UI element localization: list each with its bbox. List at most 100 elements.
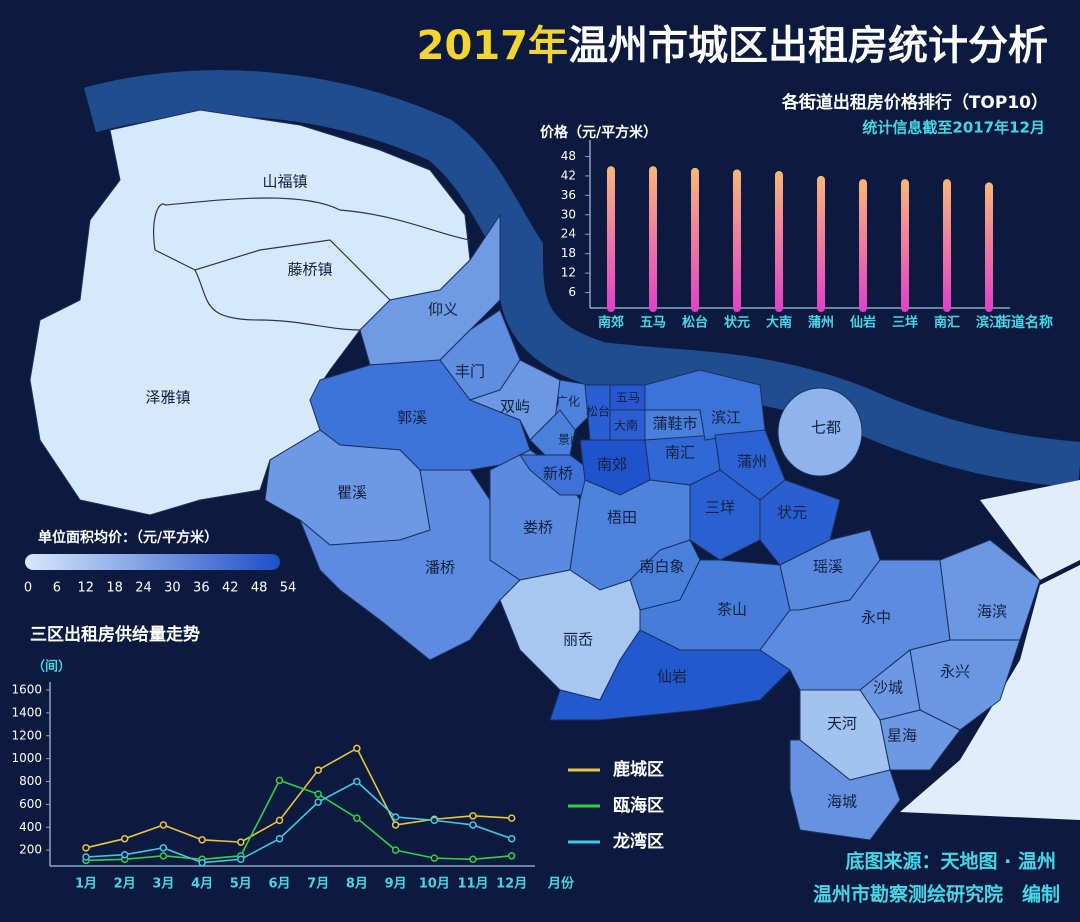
point	[120, 834, 129, 843]
district	[939, 539, 1041, 641]
x-tick-label: 滨江	[976, 315, 1002, 331]
x-tick-label: 蒲州	[808, 315, 834, 331]
x-tick-label: 11月	[457, 877, 488, 892]
line-y-label: （间）	[32, 659, 71, 675]
district-label: 天河	[827, 715, 857, 733]
district-label: 蒲鞋市	[652, 415, 697, 433]
point	[159, 844, 168, 852]
point	[314, 790, 322, 798]
title-text: 温州市城区出租房统计分析	[568, 23, 1048, 69]
scale-tick-label: 24	[135, 581, 152, 596]
y-tick-label: 400	[19, 820, 42, 834]
district-label: 双屿	[500, 398, 530, 416]
point	[82, 844, 90, 852]
series-line	[85, 747, 512, 849]
series-line	[85, 779, 512, 862]
district-label: 仙岩	[657, 668, 687, 686]
point	[430, 854, 439, 862]
bar	[859, 179, 867, 312]
point	[507, 852, 516, 860]
point	[314, 766, 322, 774]
bar	[943, 179, 951, 312]
point	[159, 821, 168, 829]
y-tick-label: 1400	[11, 705, 42, 719]
district-label: 丽岙	[563, 631, 593, 649]
scale-tick-label: 18	[106, 581, 123, 596]
land-east	[900, 480, 1080, 820]
district-label: 海城	[827, 793, 857, 811]
point	[120, 850, 129, 859]
source-line: 底图来源：天地图 · 温州	[846, 850, 1056, 873]
district-label: 新桥	[543, 465, 573, 483]
x-tick-label: 3月	[152, 877, 174, 892]
bar-title: 各街道出租房价格排行（TOP10）	[781, 92, 1048, 113]
source-line: 温州市勘察测绘研究院 编制	[813, 883, 1060, 906]
bar	[733, 169, 741, 312]
x-tick-label: 8月	[346, 877, 368, 892]
y-tick-label: 200	[19, 843, 42, 857]
series-line	[85, 780, 512, 864]
point	[507, 834, 516, 843]
x-tick-label: 1月	[75, 877, 97, 892]
scale-tick-label: 12	[78, 581, 95, 596]
bar	[817, 175, 825, 312]
district-label: 丰门	[455, 363, 485, 381]
scale-tick-label: 54	[280, 581, 297, 596]
bar-x-label: 街道名称	[996, 314, 1053, 331]
x-tick-label: 大南	[766, 315, 792, 331]
district-label: 松台	[586, 404, 610, 419]
point	[353, 777, 361, 786]
y-tick-label: 30	[561, 207, 576, 221]
x-tick-label: 5月	[230, 877, 252, 892]
district	[499, 569, 641, 701]
point	[391, 821, 400, 829]
district	[789, 739, 901, 841]
bar	[985, 182, 993, 312]
point	[469, 821, 477, 829]
x-tick-label: 12月	[496, 877, 527, 892]
point	[391, 846, 400, 854]
y-tick-label: 600	[19, 797, 42, 811]
bar	[901, 179, 909, 312]
y-tick-label: 1200	[11, 728, 42, 742]
district-label: 藤桥镇	[287, 261, 332, 279]
district	[549, 629, 791, 721]
district-label: 南白象	[639, 558, 684, 576]
bar	[649, 166, 657, 312]
line-title: 三区出租房供给量走势	[30, 624, 200, 645]
district-label: 瞿溪	[337, 484, 367, 502]
y-tick-label: 18	[561, 246, 576, 260]
district-label: 仰义	[428, 301, 458, 319]
point	[275, 834, 284, 843]
point	[469, 812, 477, 820]
district-label: 星海	[887, 727, 917, 745]
district-label: 景山	[558, 433, 582, 447]
title-year: 2017年	[417, 23, 568, 69]
x-tick-label: 10月	[419, 877, 450, 892]
main-title: 2017年温州市城区出租房统计分析	[417, 23, 1048, 69]
scale-tick-label: 42	[222, 581, 239, 596]
boundary	[154, 239, 391, 301]
scale-tick-label: 6	[53, 581, 61, 596]
point	[237, 855, 245, 864]
point	[198, 836, 206, 844]
district-label: 永中	[861, 609, 891, 627]
map-boundaries	[153, 197, 471, 331]
district-label: 潘桥	[425, 559, 455, 577]
district-label: 三垟	[705, 499, 735, 517]
district	[529, 409, 576, 456]
bar-y-label: 价格（元/平方米）	[540, 124, 657, 141]
river	[83, 70, 1080, 488]
x-tick-label: 三垟	[892, 315, 918, 331]
point	[159, 852, 168, 860]
legend-label: 瓯海区	[613, 795, 664, 816]
district-label: 滨江	[711, 409, 741, 427]
bar	[775, 171, 783, 312]
district-label: 茶山	[717, 601, 747, 619]
point	[82, 853, 90, 861]
x-tick-label: 五马	[640, 316, 666, 331]
district-label: 状元	[777, 504, 807, 522]
point	[237, 838, 245, 846]
district-label: 永兴	[940, 663, 970, 681]
scale-tick-label: 30	[164, 581, 181, 596]
